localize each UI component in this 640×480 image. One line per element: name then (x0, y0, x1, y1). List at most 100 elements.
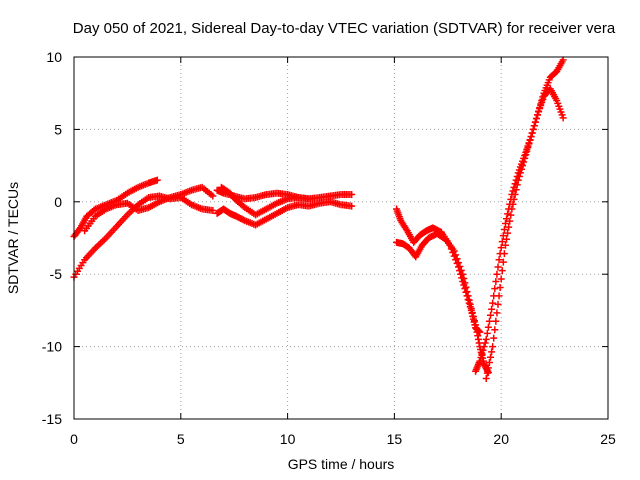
data-point (465, 296, 473, 304)
data-point (501, 241, 509, 249)
data-point (501, 220, 509, 228)
data-point (452, 251, 460, 259)
data-point (535, 108, 543, 116)
data-point (485, 317, 493, 325)
data-point (531, 118, 539, 126)
series-track-10 (482, 85, 567, 382)
x-tick-label: 25 (600, 431, 616, 447)
data-point (493, 309, 501, 317)
x-tick-label: 0 (70, 431, 78, 447)
data-point (467, 304, 475, 312)
data-point (490, 334, 498, 342)
series-track-3 (81, 183, 217, 235)
data-point (494, 263, 502, 271)
data-point (479, 346, 487, 354)
data-point (538, 98, 546, 106)
data-point (503, 235, 511, 243)
x-tick-label: 10 (280, 431, 296, 447)
data-point (495, 256, 503, 264)
data-point (539, 95, 547, 103)
data-point (514, 176, 522, 184)
data-point (454, 259, 462, 267)
data-point (487, 311, 495, 319)
data-point (487, 353, 495, 361)
data-point (481, 339, 489, 347)
data-point (532, 115, 540, 123)
data-point (491, 285, 499, 293)
data-point (504, 229, 512, 237)
data-point (511, 191, 519, 199)
data-point (483, 329, 491, 337)
x-tick-label: 20 (493, 431, 509, 447)
plot-frame (73, 56, 609, 420)
series-track-4 (213, 198, 356, 229)
data-point (507, 211, 515, 219)
data-point (496, 283, 504, 291)
data-point (209, 192, 217, 200)
data-point (499, 232, 507, 240)
data-point (489, 343, 497, 351)
data-point (500, 226, 508, 234)
series-track-9 (472, 56, 567, 375)
data-point (153, 176, 161, 184)
data-point (492, 277, 500, 285)
y-tick-label: 0 (54, 194, 62, 210)
data-point (476, 357, 484, 365)
data-point (505, 223, 513, 231)
data-point (469, 313, 477, 321)
grid-layer (74, 57, 608, 419)
data-point (536, 105, 544, 113)
data-point (523, 147, 531, 155)
data-point (522, 151, 530, 159)
data-point (480, 343, 488, 351)
data-point (520, 158, 528, 166)
data-point (459, 270, 467, 278)
data-point (509, 187, 517, 195)
y-tick-label: -5 (50, 266, 63, 282)
data-point (510, 195, 518, 203)
data-markers (70, 56, 567, 382)
x-tick-label: 15 (387, 431, 403, 447)
data-point (493, 270, 501, 278)
data-point (348, 202, 356, 210)
data-point (512, 186, 520, 194)
y-tick-label: 5 (54, 121, 62, 137)
data-point (492, 317, 500, 325)
series-track-8 (393, 230, 492, 377)
data-point (524, 144, 532, 151)
data-point (499, 258, 507, 266)
data-point (482, 374, 490, 382)
data-point (506, 217, 514, 225)
data-point (500, 250, 508, 258)
data-point (348, 191, 356, 199)
data-point (498, 238, 506, 246)
y-tick-label: -15 (42, 411, 62, 427)
data-point (519, 162, 527, 170)
data-point (527, 133, 535, 141)
data-point (483, 369, 491, 377)
series-track-6 (217, 183, 313, 219)
data-point (517, 165, 525, 173)
data-point (509, 200, 517, 208)
data-point (484, 323, 492, 331)
data-point (497, 275, 505, 283)
data-point (461, 279, 469, 287)
data-point (488, 305, 496, 313)
data-point (530, 122, 538, 130)
data-point (482, 335, 490, 343)
data-point (456, 262, 464, 270)
data-point (457, 266, 465, 274)
data-point (497, 244, 505, 252)
data-point (528, 129, 536, 137)
data-point (477, 353, 485, 361)
data-point (484, 364, 492, 372)
data-point (526, 136, 534, 144)
data-point (466, 300, 474, 308)
data-point (529, 125, 537, 133)
data-point (494, 300, 502, 308)
data-point (537, 102, 545, 110)
data-point (305, 195, 313, 203)
data-point (485, 359, 493, 367)
x-axis-label: GPS time / hours (288, 456, 395, 472)
